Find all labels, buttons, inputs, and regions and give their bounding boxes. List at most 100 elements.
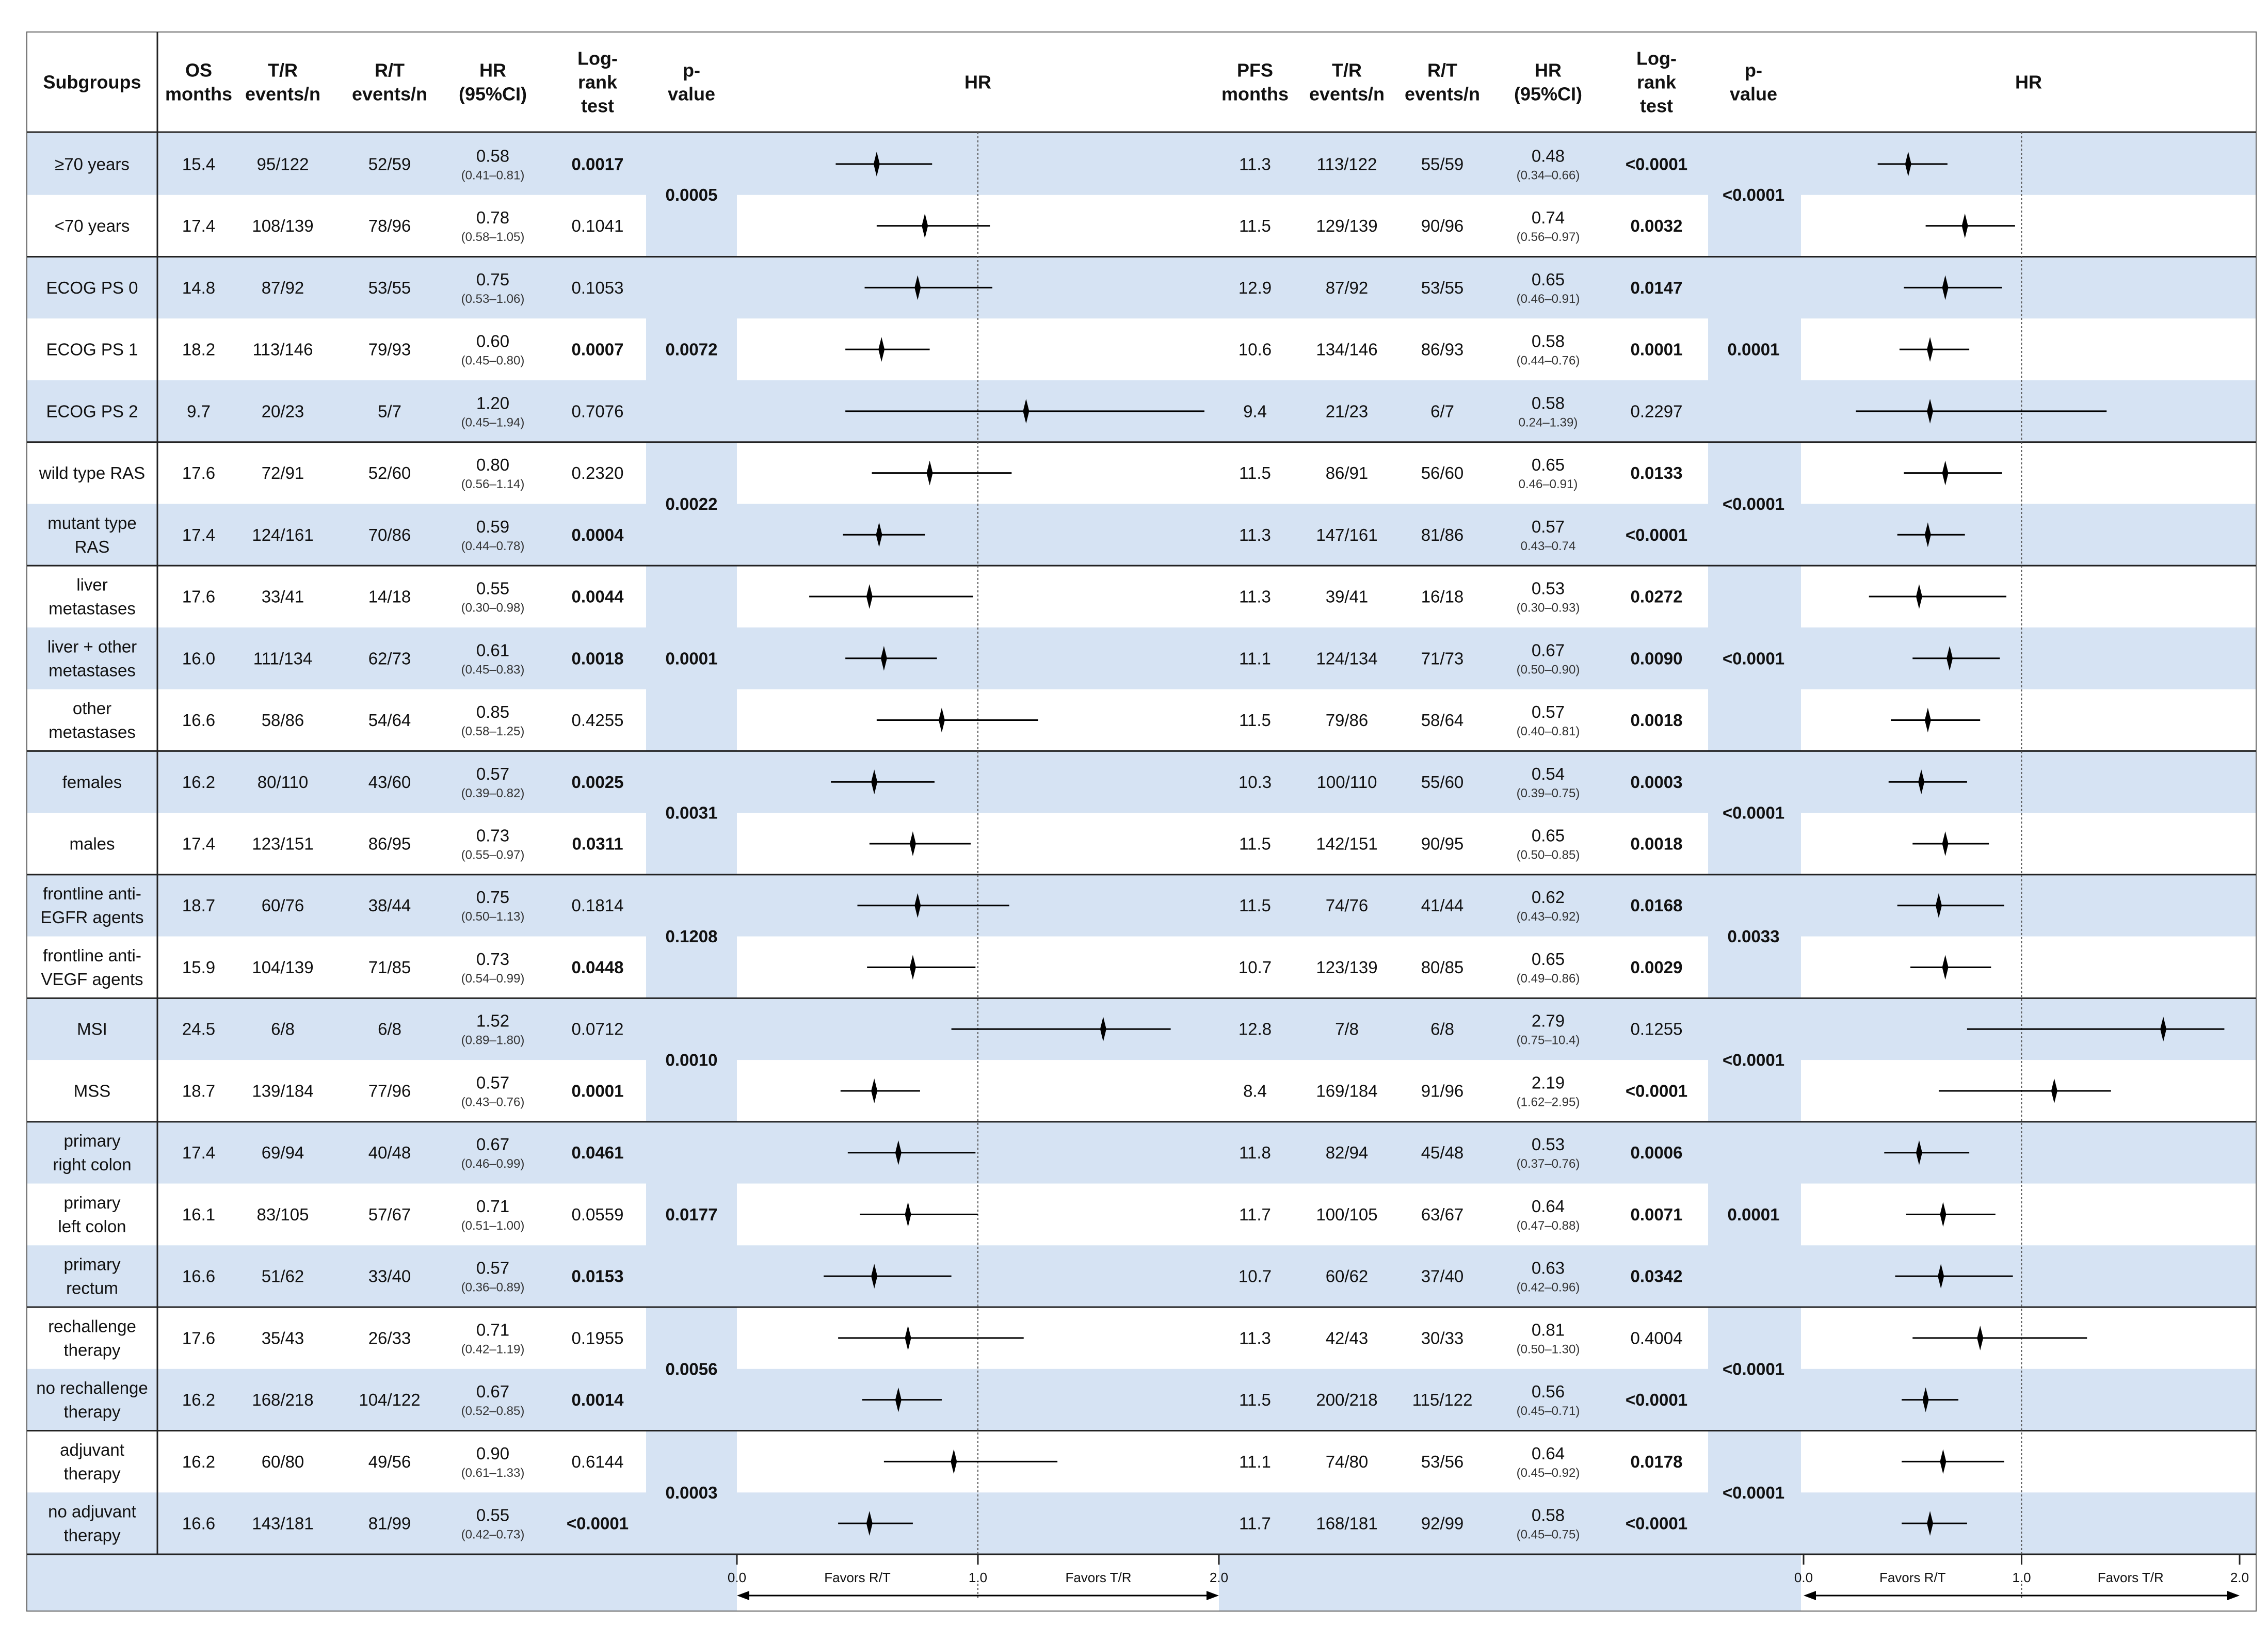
pfs-ci-cell: (0.37–0.76) [1517, 1157, 1580, 1171]
pfs-ci-cell: (0.56–0.97) [1517, 230, 1580, 244]
header-os-rt-events: events/n [352, 84, 427, 105]
pfs-hr-cell: 0.48 [1532, 146, 1565, 165]
os-months-cell: 9.7 [187, 401, 211, 421]
os-logrank-cell: 0.0007 [572, 340, 624, 359]
pfs-tr-events-cell: 200/218 [1316, 1390, 1377, 1409]
os-ci-cell: (0.44–0.78) [461, 539, 525, 553]
pfs-logrank-cell: 0.0272 [1631, 587, 1683, 606]
pfs-favors-left: Favors R/T [1879, 1570, 1946, 1585]
row-band [157, 1245, 737, 1308]
subgroup-label: no adjuvant [48, 1502, 136, 1521]
pfs-hr-point [1942, 460, 1949, 486]
pfs-ci-cell: (0.46–0.91) [1517, 292, 1580, 306]
subgroup-band [27, 1121, 157, 1184]
pfs-ci-cell: (0.42–0.96) [1517, 1281, 1580, 1295]
os-ci-cell: (0.52–0.85) [461, 1404, 525, 1418]
subgroup-label: other [73, 699, 111, 718]
pfs-months-cell: 11.3 [1239, 525, 1271, 544]
os-rt-events-cell: 53/55 [368, 278, 411, 297]
header-os-hr-plot: HR [964, 72, 991, 93]
os-axis-arrowhead-right [1207, 1591, 1219, 1600]
subgroup-label: ≥70 years [55, 154, 130, 173]
subgroup-band [27, 874, 157, 937]
pfs-months-cell: 11.3 [1239, 587, 1271, 606]
pfs-rt-events-cell: 55/60 [1421, 772, 1464, 792]
os-logrank-cell: 0.0559 [572, 1205, 624, 1224]
pfs-hr-cell: 0.57 [1532, 517, 1565, 536]
os-logrank-cell: 0.0018 [572, 649, 624, 668]
pfs-logrank-cell: 0.0147 [1631, 278, 1683, 297]
row-band [157, 751, 737, 813]
os-group-pvalue: 0.1208 [666, 927, 718, 946]
header-pfs-months: months [1221, 84, 1289, 105]
plot-band [737, 504, 1219, 566]
os-months-cell: 16.2 [182, 1390, 215, 1409]
os-ci-cell: (0.42–1.19) [461, 1342, 525, 1356]
os-hr-cell: 0.75 [476, 270, 509, 289]
pfs-hr-point [1924, 707, 1931, 733]
os-ci-cell: (0.45–0.80) [461, 354, 525, 368]
row-band [1219, 1369, 1801, 1431]
os-hr-point [866, 584, 873, 609]
plot-band [1801, 1492, 2256, 1554]
pfs-hr-point [1940, 1449, 1947, 1474]
os-ci-cell: (0.89–1.80) [461, 1034, 525, 1048]
pfs-axis-tick-label: 1.0 [2012, 1570, 2031, 1585]
pfs-months-cell: 10.6 [1238, 340, 1272, 359]
os-rt-events-cell: 26/33 [368, 1328, 411, 1347]
os-rt-events-cell: 70/86 [368, 525, 411, 544]
os-rt-events-cell: 86/95 [368, 834, 411, 854]
pfs-logrank-cell: 0.0018 [1631, 711, 1683, 730]
os-tr-events-cell: 87/92 [262, 278, 304, 297]
pfs-pvalue-band [1708, 751, 1801, 875]
os-group-pvalue: 0.0010 [666, 1051, 718, 1070]
subgroup-band [27, 751, 157, 813]
pfs-hr-cell: 0.67 [1532, 640, 1565, 659]
os-logrank-cell: 0.1053 [572, 278, 624, 297]
os-tr-events-cell: 168/218 [252, 1390, 313, 1409]
pfs-months-cell: 11.1 [1239, 1452, 1271, 1471]
os-hr-cell: 0.57 [476, 1259, 509, 1278]
pfs-group-pvalue: 0.0033 [1728, 927, 1780, 946]
pfs-ci-cell: (0.30–0.93) [1517, 601, 1580, 615]
pfs-hr-point [1942, 275, 1949, 300]
header-os-logrank: rank [578, 72, 618, 93]
os-months-cell: 16.2 [182, 772, 215, 792]
os-hr-cell: 0.90 [476, 1444, 509, 1463]
subgroup-label: MSI [77, 1020, 107, 1039]
header-os-tr-events: T/R [268, 60, 298, 81]
pfs-months-cell: 11.5 [1239, 1390, 1271, 1409]
pfs-axis-tick-label: 2.0 [2230, 1570, 2249, 1585]
pfs-rt-events-cell: 71/73 [1421, 649, 1464, 668]
subgroup-band [27, 998, 157, 1060]
os-pvalue-band [646, 998, 737, 1122]
os-ci-cell: (0.55–0.97) [461, 848, 525, 862]
os-hr-cell: 0.67 [476, 1135, 509, 1154]
row-band [1219, 1245, 1801, 1308]
row-band [1219, 874, 1801, 937]
os-rt-events-cell: 14/18 [368, 587, 411, 606]
os-hr-point [876, 522, 882, 548]
row-band [157, 504, 737, 566]
os-group-pvalue: 0.0022 [666, 494, 718, 513]
pfs-pvalue-band [1708, 133, 1801, 257]
pfs-tr-events-cell: 100/110 [1317, 772, 1377, 792]
header-pfs-rt-events: R/T [1427, 60, 1457, 81]
os-pvalue-band [646, 1121, 737, 1308]
pfs-pvalue-band [1708, 566, 1801, 751]
os-hr-point [914, 893, 921, 918]
os-rt-events-cell: 43/60 [368, 772, 411, 792]
pfs-hr-cell: 0.58 [1532, 393, 1565, 412]
pfs-hr-cell: 0.64 [1532, 1444, 1565, 1463]
os-ci-cell: (0.42–0.73) [461, 1528, 525, 1542]
os-logrank-cell: 0.4255 [572, 711, 624, 730]
os-tr-events-cell: 113/146 [253, 340, 313, 359]
plot-band [1801, 504, 2256, 566]
pfs-logrank-cell: 0.0001 [1631, 340, 1683, 359]
os-tr-events-cell: 83/105 [257, 1205, 309, 1224]
os-ci-cell: (0.43–0.76) [461, 1095, 525, 1109]
pfs-logrank-cell: 0.0342 [1631, 1267, 1683, 1286]
os-hr-point [905, 1202, 911, 1227]
os-hr-point [905, 1325, 911, 1350]
os-rt-events-cell: 62/73 [368, 649, 411, 668]
